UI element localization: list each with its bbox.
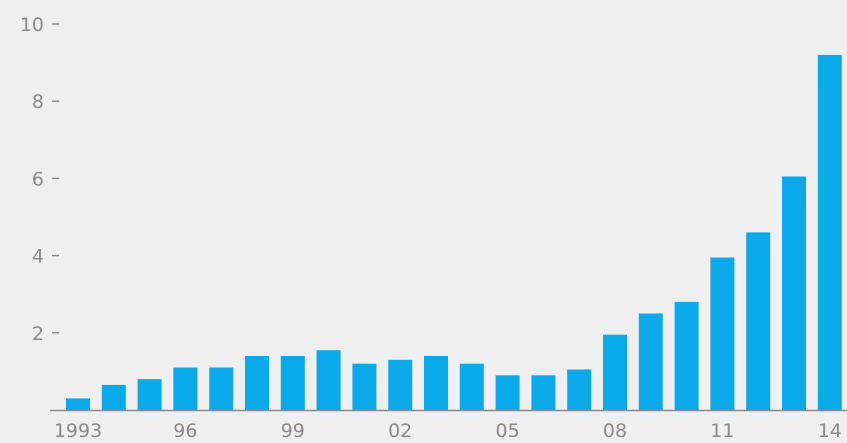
bar-1993 [66,398,90,410]
bar-2014 [817,54,842,411]
bar-1995 [137,379,162,410]
x-tick-label: 14 [818,420,842,442]
x-tick-label: 08 [603,420,627,442]
bar-2002 [388,359,413,410]
bar-2006 [531,375,556,410]
y-tick-label: 4 [32,246,44,268]
x-tick-label: 1993 [54,420,102,442]
bar-2012 [746,232,771,410]
bar-2011 [710,257,735,410]
x-tick-label: 99 [281,420,305,442]
y-tick-label: 6 [32,168,44,190]
bar-2008 [603,334,627,410]
bar-2009 [638,313,663,410]
bar-1999 [280,356,305,410]
x-tick-label: 05 [496,420,520,442]
y-tick-label: 8 [32,91,44,113]
x-tick-label: 11 [710,420,734,442]
x-axis: 1993 96 99 02 05 08 11 14 [54,420,842,442]
bar-2001 [352,363,377,410]
bar-2010 [674,301,699,410]
bar-1998 [245,356,269,410]
bar-2007 [567,369,592,410]
bar-2013 [782,176,806,410]
y-axis: 2 4 6 8 10 [20,14,59,345]
bar-2000 [316,350,341,410]
bar-2004 [459,363,484,410]
y-tick-label: 2 [32,323,44,345]
y-tick-label: 10 [20,14,44,36]
bar-1994 [101,384,126,410]
bar-1996 [173,367,198,410]
bar-1997 [209,367,234,410]
x-tick-label: 96 [173,420,197,442]
bars [66,54,842,411]
bar-2003 [424,356,448,410]
bar-2005 [495,375,520,410]
x-tick-label: 02 [388,420,412,442]
